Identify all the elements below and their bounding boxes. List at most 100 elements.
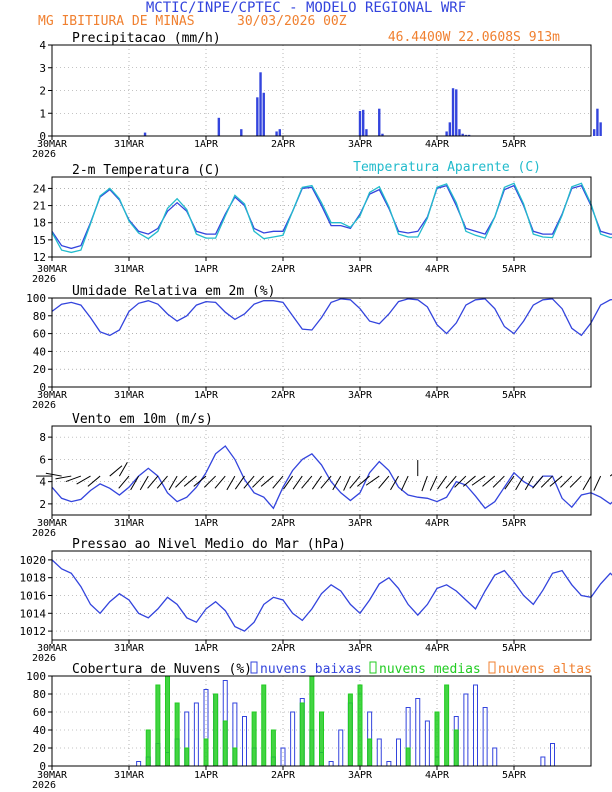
x-tick-label: 5APR	[502, 139, 527, 150]
wind-arrow	[118, 475, 130, 489]
wind-arrow	[226, 475, 236, 491]
x-tick-label: 4APR	[425, 264, 450, 275]
precip-bar	[365, 129, 368, 136]
panel-title: Umidade Relativa em 2m (%)	[72, 284, 276, 299]
wind-arrow	[203, 475, 216, 488]
wind-arrow	[560, 475, 573, 488]
x-tick-label: 2APR	[271, 518, 296, 529]
x-tick-label: 1APR	[194, 139, 219, 150]
x-tick-label: 4APR	[425, 390, 450, 401]
legend-swatch	[369, 661, 377, 674]
precip-bar	[461, 133, 464, 136]
wind-arrow	[55, 475, 72, 480]
y-tick-label: 2	[39, 85, 46, 98]
wind-arrow	[582, 475, 592, 491]
y-tick-label: 80	[33, 688, 46, 701]
wind-arrow	[349, 475, 361, 489]
y-tick-label: 18	[33, 217, 46, 230]
y-tick-label: 1	[39, 107, 46, 120]
x-year-label: 2026	[32, 274, 56, 285]
x-tick-label: 4APR	[425, 770, 450, 781]
legend-label: nuvens medias	[379, 662, 481, 677]
y-tick-label: 60	[33, 328, 46, 341]
y-tick-label: 60	[33, 706, 46, 719]
x-tick-label: 5APR	[502, 643, 527, 654]
x-tick-label: 30MAR	[37, 770, 68, 781]
cloud-bar-0	[424, 720, 430, 767]
y-tick-label: 8	[39, 431, 46, 444]
y-tick-label: 0	[39, 130, 46, 143]
precip-bar	[458, 129, 461, 136]
wind-arrow	[292, 475, 303, 490]
wind-arrow	[175, 475, 188, 488]
wind-arrow	[482, 475, 496, 487]
plot-frame	[51, 44, 592, 137]
panel-title: Cobertura de Nuvens (%)	[72, 662, 252, 677]
wind-arrow	[343, 475, 351, 491]
y-tick-label: 100	[26, 292, 46, 305]
cloud-bar-0	[550, 743, 555, 767]
cloud-bar-1	[434, 711, 440, 767]
y-tick-label: 1012	[20, 625, 47, 638]
x-year-label: 2026	[32, 400, 56, 411]
wind-arrow	[311, 475, 322, 490]
cloud-bar-1	[299, 702, 305, 767]
legend-label: nuvens altas	[498, 662, 592, 677]
panel-2: 12 15 18 21 24 30MAR 31MAR 1APR 2APR 3APR 4APR 5APR…	[32, 160, 612, 285]
series-line-1	[51, 182, 612, 254]
cloud-bar-1	[145, 729, 151, 767]
precip-bar	[451, 88, 455, 136]
wind-arrow	[471, 475, 486, 486]
legend-label: nuvens baixas	[260, 662, 362, 677]
wind-arrow	[139, 475, 149, 491]
wind-arrow	[492, 475, 505, 488]
cloud-bar-0	[540, 756, 546, 767]
wind-arrow	[437, 475, 448, 490]
cloud-bar-0	[290, 711, 296, 767]
wind-arrow	[109, 465, 123, 477]
x-tick-label: 2APR	[271, 770, 296, 781]
x-tick-label: 5APR	[502, 264, 527, 275]
precip-bar	[448, 122, 452, 136]
x-tick-label: 31MAR	[114, 139, 145, 150]
wind-arrow	[243, 475, 255, 489]
wind-arrow	[378, 475, 390, 489]
x-tick-label: 2APR	[271, 643, 296, 654]
cloud-bar-1	[309, 675, 315, 767]
plot-frame	[51, 176, 592, 258]
x-tick-label: 1APR	[194, 770, 219, 781]
panel-1: 0 1 2 3 4 30MAR 31MAR 1APR 2APR 3APR 4APR 5APR 2026 P…	[32, 31, 602, 160]
y-tick-label: 40	[33, 345, 46, 358]
cloud-bar-0	[136, 761, 142, 767]
y-tick-label: 1016	[20, 590, 47, 603]
cloud-bar-1	[347, 693, 353, 767]
x-tick-label: 2APR	[271, 264, 296, 275]
panel-title: Vento em 10m (m/s)	[72, 412, 213, 427]
x-tick-label: 30MAR	[37, 643, 68, 654]
wind-arrow	[65, 475, 82, 483]
y-tick-label: 12	[33, 251, 46, 264]
y-tick-label: 0	[39, 760, 46, 773]
cloud-bar-1	[155, 684, 161, 767]
header-title: MCTIC/INPE/CPTEC - MODELO REGIONAL WRF	[146, 0, 466, 16]
wind-arrow	[569, 475, 582, 488]
precip-bar	[240, 129, 243, 136]
x-tick-label: 4APR	[425, 643, 450, 654]
wind-arrow	[445, 475, 457, 489]
x-tick-label: 1APR	[194, 518, 219, 529]
cloud-bar-0	[396, 738, 401, 767]
cloud-bar-1	[261, 684, 267, 767]
x-tick-label: 1APR	[194, 643, 219, 654]
panel-title: Pressao ao Nivel Medio do Mar (hPa)	[72, 537, 346, 552]
cloud-bar-1	[232, 747, 238, 767]
legend-swatch	[488, 661, 496, 674]
precip-bar	[358, 110, 362, 136]
x-tick-label: 30MAR	[37, 518, 68, 529]
wind-arrow	[168, 475, 178, 491]
wind-arrow	[45, 472, 62, 477]
x-tick-label: 3APR	[348, 643, 373, 654]
x-year-label: 2026	[32, 780, 56, 791]
cloud-bar-1	[213, 693, 219, 767]
wind-arrow	[301, 475, 313, 489]
precip-bar	[259, 72, 262, 136]
